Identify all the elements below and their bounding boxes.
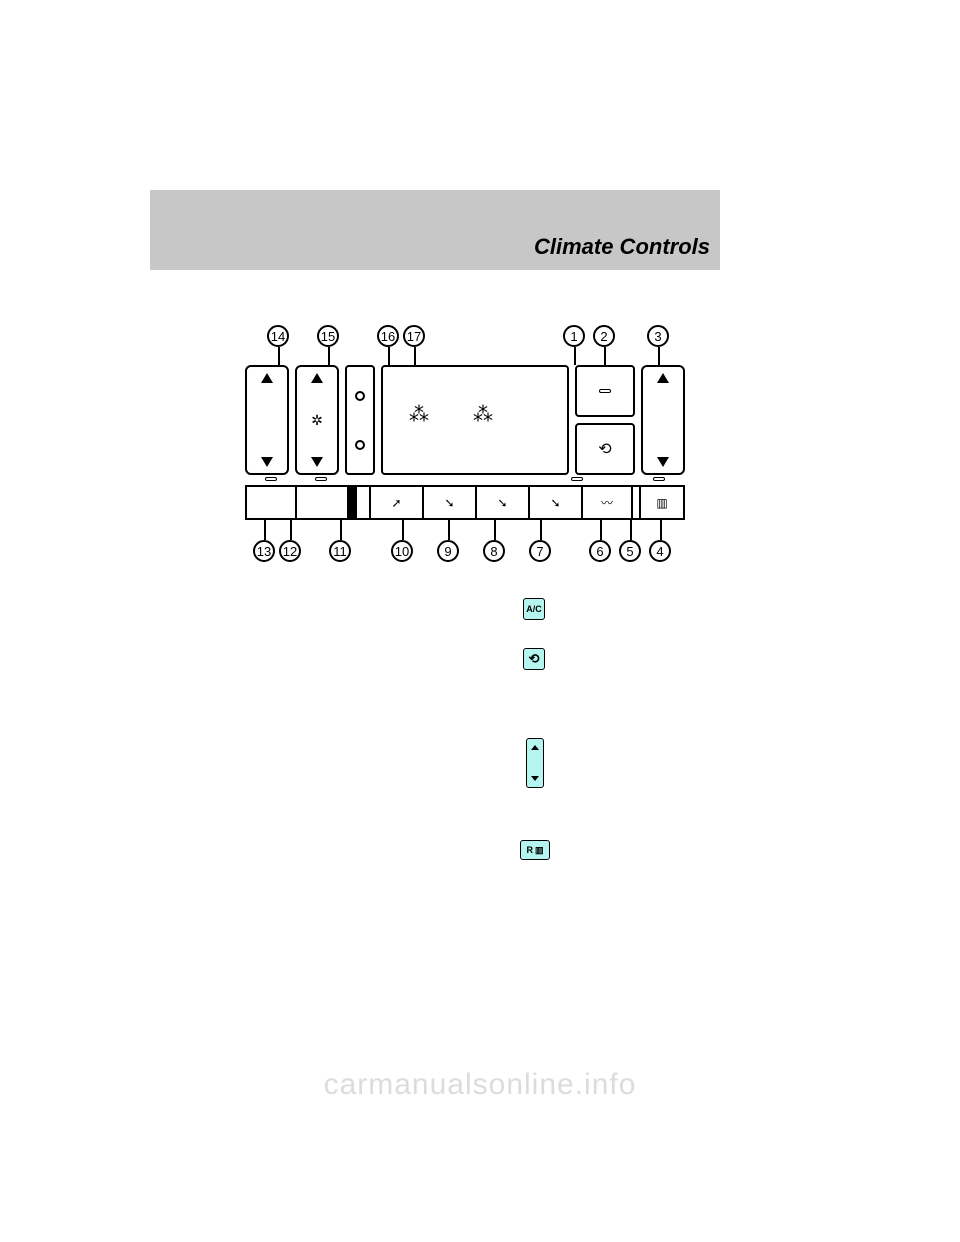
divider [349, 485, 357, 520]
recirculate-icon: ⟲ [598, 439, 611, 459]
leader-line [290, 520, 292, 540]
bottom-button-13[interactable] [245, 485, 297, 520]
leader-line [278, 347, 280, 365]
leader-line [264, 520, 266, 540]
arrow-down-icon [657, 457, 669, 467]
arrow-up-icon [261, 373, 273, 383]
leader-line [630, 520, 632, 540]
floor-defrost-button[interactable]: ➘ [530, 485, 583, 520]
floor-defrost-icon: ➘ [550, 496, 560, 510]
indicator-circle-icon [355, 391, 365, 401]
slot-icon [571, 477, 583, 481]
callout-11: 11 [329, 540, 351, 562]
arrow-up-icon [531, 745, 539, 750]
panel-vent-icon: ➚ [391, 496, 401, 510]
callout-6: 6 [589, 540, 611, 562]
arrow-up-icon [311, 373, 323, 383]
mode-button-stack: ⟲ [575, 365, 635, 475]
indicator-circle-icon [355, 440, 365, 450]
callout-2: 2 [593, 325, 615, 347]
leader-line [660, 520, 662, 540]
leader-line [448, 520, 450, 540]
callout-9: 9 [437, 540, 459, 562]
recirculate-icon: ⟲ [523, 648, 545, 670]
page: Climate Controls 14 15 16 17 1 2 3 [0, 0, 960, 1242]
callout-15: 15 [317, 325, 339, 347]
fan-icon: ✲ [311, 412, 323, 429]
mode-button-bottom[interactable]: ⟲ [575, 423, 635, 475]
callout-12: 12 [279, 540, 301, 562]
main-row: ✲ ⁂ ⁂ ⟲ [245, 365, 685, 475]
bottom-button-11[interactable] [357, 485, 371, 520]
callout-14: 14 [267, 325, 289, 347]
callout-10: 10 [391, 540, 413, 562]
leader-line [658, 347, 660, 365]
arrow-down-icon [311, 457, 323, 467]
slot-icon [599, 389, 611, 393]
leader-line [600, 520, 602, 540]
panel-vent-button[interactable]: ➚ [371, 485, 424, 520]
callout-1: 1 [563, 325, 585, 347]
central-display: ⁂ ⁂ [381, 365, 569, 475]
callout-4: 4 [649, 540, 671, 562]
floor-button[interactable]: ➘ [477, 485, 530, 520]
control-panel: ✲ ⁂ ⁂ ⟲ [245, 365, 685, 520]
defrost-lines-icon: ▥ [535, 845, 544, 856]
leader-line [494, 520, 496, 540]
leader-line [328, 347, 330, 365]
panel-floor-button[interactable]: ➘ [424, 485, 477, 520]
rear-defrost-label: R [526, 845, 533, 855]
mode-button-top[interactable] [575, 365, 635, 417]
slot-icon [315, 477, 327, 481]
floor-icon: ➘ [497, 496, 507, 510]
rear-defrost-icon: R ▥ [520, 840, 550, 860]
callout-17: 17 [403, 325, 425, 347]
front-defrost-button[interactable]: 〰 [583, 485, 633, 520]
callout-13: 13 [253, 540, 275, 562]
slot-icon [265, 477, 277, 481]
gap [633, 485, 641, 520]
temp-rocker-icon [526, 738, 544, 788]
temp-display-right: ⁂ [473, 402, 493, 427]
slot-icon [653, 477, 665, 481]
bottom-button-12[interactable] [297, 485, 349, 520]
front-defrost-icon: 〰 [601, 494, 613, 511]
recirculate-glyph: ⟲ [529, 651, 540, 667]
callout-5: 5 [619, 540, 641, 562]
arrow-down-icon [531, 776, 539, 781]
climate-control-diagram: 14 15 16 17 1 2 3 ✲ [245, 325, 685, 575]
leader-line [402, 520, 404, 540]
leader-line [388, 347, 390, 365]
passenger-temp-rocker[interactable] [641, 365, 685, 475]
leader-line [540, 520, 542, 540]
rear-defrost-icon: ▥ [656, 496, 667, 510]
watermark: carmanualsonline.info [0, 1068, 960, 1102]
leader-line [340, 520, 342, 540]
fan-speed-rocker[interactable]: ✲ [295, 365, 339, 475]
ac-icon: A/C [523, 598, 545, 620]
leader-line [574, 347, 576, 365]
leader-line [604, 347, 606, 365]
driver-temp-rocker[interactable] [245, 365, 289, 475]
dual-indicator-column [345, 365, 375, 475]
panel-floor-icon: ➘ [444, 496, 454, 510]
bottom-button-row: ➚ ➘ ➘ ➘ 〰 ▥ [245, 485, 685, 520]
temp-display-left: ⁂ [409, 402, 429, 427]
callout-8: 8 [483, 540, 505, 562]
rear-defrost-button[interactable]: ▥ [641, 485, 685, 520]
page-title: Climate Controls [534, 234, 710, 260]
callout-16: 16 [377, 325, 399, 347]
ac-icon-label: A/C [526, 604, 542, 614]
arrow-down-icon [261, 457, 273, 467]
header-bar: Climate Controls [150, 190, 720, 270]
callout-7: 7 [529, 540, 551, 562]
callout-3: 3 [647, 325, 669, 347]
arrow-up-icon [657, 373, 669, 383]
